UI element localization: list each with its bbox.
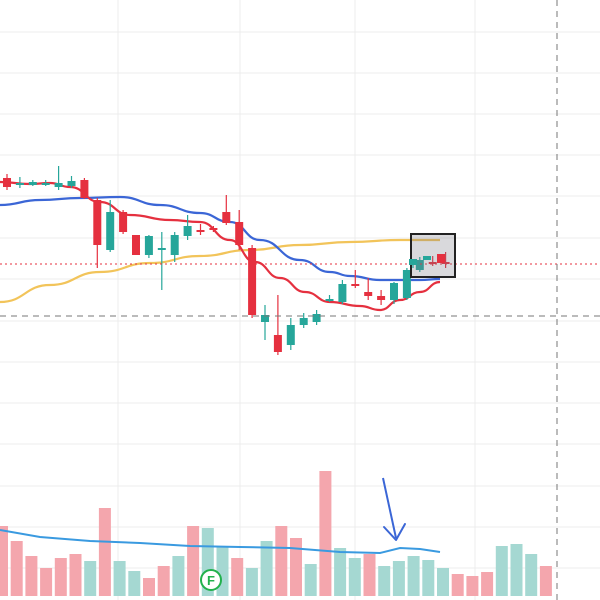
candle-body [273, 335, 282, 352]
arrow-head [383, 523, 406, 541]
candle-body [441, 262, 450, 264]
volume-bar [172, 556, 185, 596]
volume-bar [392, 561, 405, 596]
candle-body [119, 212, 128, 232]
volume-bar [231, 558, 244, 596]
volume-bar [495, 546, 508, 596]
event-marker-label: F [207, 573, 215, 588]
volume-bar [0, 526, 8, 596]
candle-body [235, 222, 244, 245]
highlight-box [410, 233, 456, 278]
candle-body [209, 228, 218, 230]
candle-body [67, 181, 76, 186]
volume-bar [84, 561, 97, 596]
volume-bar [510, 544, 523, 596]
candle-body [196, 230, 205, 232]
candle-body [3, 178, 11, 187]
candle-body [437, 254, 445, 263]
volume-bar [290, 538, 302, 596]
candle-body [312, 314, 321, 322]
candle-body [423, 256, 431, 260]
volume-bar [187, 526, 200, 596]
volume-bar [363, 554, 376, 596]
candle-body [132, 235, 140, 255]
volume-bar [128, 571, 141, 596]
candle-body [402, 270, 411, 298]
volume-bar [245, 568, 258, 596]
arrow-shaft [382, 477, 397, 539]
volume-bar [304, 564, 317, 596]
candle-body [415, 260, 424, 270]
candle-body [351, 284, 360, 286]
volume-bar [422, 560, 435, 596]
candle-body [325, 299, 334, 301]
volume-bar [98, 508, 111, 596]
volume-bar [437, 568, 449, 596]
volume-bar [481, 572, 494, 596]
volume-bar [10, 541, 23, 596]
candle-body [170, 235, 179, 255]
volume-bar [334, 548, 347, 596]
candle-body [54, 183, 63, 187]
volume-bar [275, 526, 288, 596]
candle-body [248, 248, 257, 315]
candle-body [364, 292, 373, 296]
candle-body [93, 200, 102, 245]
volume-bar [378, 566, 391, 596]
candle-body [390, 283, 398, 300]
volume-bar [539, 566, 552, 596]
candle-body [286, 325, 295, 345]
candle-body [80, 180, 89, 198]
volume-bar [40, 568, 53, 596]
volume-bar [113, 561, 126, 596]
candle-body [157, 248, 166, 250]
candle-body [338, 284, 347, 302]
volume-bars [0, 471, 552, 596]
volume-bar [407, 556, 420, 596]
candle-body [377, 296, 386, 300]
candle-body [144, 236, 153, 255]
volume-ma [0, 529, 441, 555]
candle-body [41, 183, 50, 185]
candle-body [15, 183, 24, 185]
candle-body [428, 262, 437, 264]
ma-mid-line [0, 195, 441, 282]
event-marker-icon [200, 569, 222, 591]
moving-averages [0, 180, 441, 312]
volume-bar [143, 578, 155, 596]
volume-bar [466, 576, 479, 596]
volume-bar [54, 558, 67, 596]
candle-body [409, 259, 417, 265]
ma-slow-line [0, 238, 440, 304]
volume-bar [451, 574, 464, 596]
volume-bar [216, 546, 229, 596]
volume-bar [157, 566, 170, 596]
volume-bar [319, 471, 332, 596]
volume-bar [69, 554, 82, 596]
candle-body [261, 315, 269, 322]
volume-ma-line [0, 529, 441, 555]
candles [3, 166, 450, 355]
volume-bar [25, 556, 38, 596]
volume-bar [525, 554, 538, 596]
ma-fast-line [0, 180, 441, 312]
volume-bar [348, 558, 361, 596]
candle-body [299, 318, 308, 325]
candle-body [222, 212, 231, 223]
candle-body [183, 226, 192, 236]
candle-body [28, 182, 37, 185]
candle-body [106, 212, 115, 250]
volume-bar [260, 541, 273, 596]
